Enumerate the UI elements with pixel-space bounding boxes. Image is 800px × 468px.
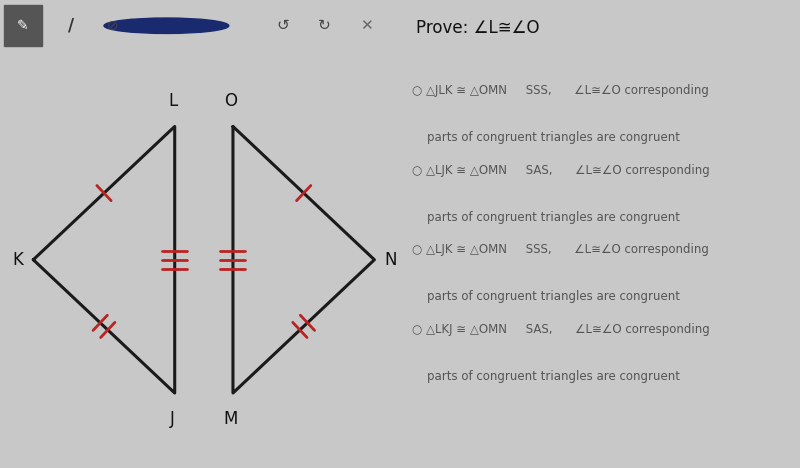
Text: O: O [224,92,238,110]
Text: ✎: ✎ [17,19,29,33]
Text: ○ △LJK ≅ △OMN     SAS,      ∠L≅∠O corresponding: ○ △LJK ≅ △OMN SAS, ∠L≅∠O corresponding [412,164,710,177]
Text: ↺: ↺ [277,18,290,33]
Text: ↻: ↻ [318,18,331,33]
Text: parts of congruent triangles are congruent: parts of congruent triangles are congrue… [412,211,680,224]
Text: L: L [168,92,178,110]
Text: M: M [224,410,238,428]
Text: ○ △LJK ≅ △OMN     SSS,      ∠L≅∠O corresponding: ○ △LJK ≅ △OMN SSS, ∠L≅∠O corresponding [412,243,709,256]
Text: Prove: ∠L≅∠O: Prove: ∠L≅∠O [416,19,539,37]
Text: parts of congruent triangles are congruent: parts of congruent triangles are congrue… [412,131,680,144]
Text: K: K [12,251,23,269]
Text: J: J [170,410,175,428]
Text: ○ △LKJ ≅ △OMN     SAS,      ∠L≅∠O corresponding: ○ △LKJ ≅ △OMN SAS, ∠L≅∠O corresponding [412,323,710,336]
Text: N: N [385,251,398,269]
Text: ○ △JLK ≅ △OMN     SSS,      ∠L≅∠O corresponding: ○ △JLK ≅ △OMN SSS, ∠L≅∠O corresponding [412,84,709,97]
Text: /: / [68,17,74,35]
Bar [4,5,42,46]
Text: parts of congruent triangles are congruent: parts of congruent triangles are congrue… [412,290,680,303]
Text: parts of congruent triangles are congruent: parts of congruent triangles are congrue… [412,370,680,383]
Circle shape [104,18,229,33]
Text: ⊘: ⊘ [106,19,118,33]
Text: ✕: ✕ [360,18,373,33]
